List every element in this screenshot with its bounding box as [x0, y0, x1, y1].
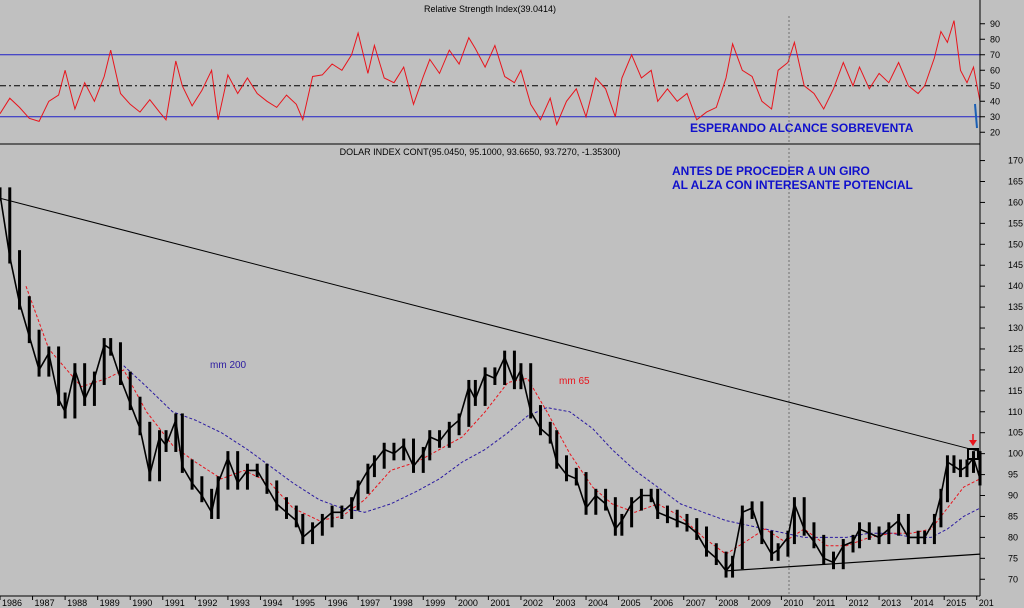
- price-tick-label: 115: [1008, 386, 1022, 396]
- x-tick-label: 2008: [718, 598, 738, 608]
- x-tick-label: 2003: [555, 598, 575, 608]
- price-tick-label: 85: [1008, 511, 1018, 521]
- x-tick-label: 1987: [35, 598, 55, 608]
- rsi-tick-label: 30: [990, 112, 1000, 122]
- x-tick-label: 1992: [197, 598, 217, 608]
- rsi-tick-label: 90: [990, 19, 1000, 29]
- price-annotation-line2: AL ALZA CON INTERESANTE POTENCIAL: [672, 178, 913, 192]
- price-tick-label: 125: [1008, 344, 1023, 354]
- rsi-tick-label: 60: [990, 65, 1000, 75]
- price-tick-label: 150: [1008, 239, 1023, 249]
- x-tick-label: 1993: [230, 598, 250, 608]
- x-tick-label: 1989: [100, 598, 120, 608]
- rsi-axis: 20 30 40 50 60 70 80 90: [980, 19, 1000, 137]
- x-tick-label: 2006: [653, 598, 673, 608]
- x-tick-label: 1997: [360, 598, 380, 608]
- x-tick-label: 1994: [262, 598, 282, 608]
- price-tick-label: 165: [1008, 176, 1023, 186]
- rsi-arrow-icon: [974, 103, 978, 129]
- x-tick-label: 2010: [783, 598, 803, 608]
- x-tick-label: 1990: [132, 598, 152, 608]
- rsi-title: Relative Strength Index(39.0414): [424, 4, 556, 14]
- price-tick-label: 95: [1008, 470, 1018, 480]
- rsi-annotation: ESPERANDO ALCANCE SOBREVENTA: [690, 121, 914, 135]
- x-tick-label: 1995: [295, 598, 315, 608]
- arrow-down-icon: [969, 434, 977, 446]
- x-tick-label: 2002: [523, 598, 543, 608]
- price-close-line: [0, 193, 981, 573]
- price-title: DOLAR INDEX CONT(95.0450, 95.1000, 93.66…: [340, 147, 621, 157]
- price-axis: 70 75 80 85 90 95 100 105 110 115 120 125 130 135 140 1…: [980, 156, 1023, 584]
- x-tick-label: 2005: [621, 598, 641, 608]
- ma65-label: mm 65: [559, 376, 590, 387]
- price-tick-label: 75: [1008, 553, 1018, 563]
- price-tick-label: 145: [1008, 260, 1023, 270]
- x-tick-label: 201: [979, 598, 994, 608]
- trendline-upper: [0, 197, 981, 453]
- rsi-tick-label: 80: [990, 34, 1000, 44]
- x-tick-label: 2011: [816, 598, 835, 608]
- price-tick-label: 155: [1008, 218, 1023, 228]
- price-tick-label: 120: [1008, 365, 1023, 375]
- x-tick-label: 2007: [686, 598, 706, 608]
- x-tick-label: 1988: [67, 598, 87, 608]
- price-tick-label: 135: [1008, 302, 1023, 312]
- target-box-icon: [967, 448, 979, 460]
- x-tick-label: 2014: [914, 598, 934, 608]
- x-tick-label: 2001: [490, 598, 510, 608]
- x-tick-label: 2009: [751, 598, 771, 608]
- x-tick-label: 2012: [849, 598, 869, 608]
- x-tick-label: 1986: [2, 598, 22, 608]
- rsi-tick-label: 50: [990, 81, 1000, 91]
- price-tick-label: 160: [1008, 197, 1023, 207]
- x-tick-label: 1991: [165, 598, 185, 608]
- x-tick-label: 2013: [881, 598, 901, 608]
- price-tick-label: 130: [1008, 323, 1023, 333]
- price-tick-label: 90: [1008, 491, 1018, 501]
- trendline-lower: [726, 553, 981, 572]
- rsi-tick-label: 70: [990, 50, 1000, 60]
- x-tick-label: 2004: [588, 598, 608, 608]
- x-tick-label: 2000: [458, 598, 478, 608]
- price-tick-label: 170: [1008, 156, 1023, 166]
- price-annotation-line1: ANTES DE PROCEDER A UN GIRO: [672, 164, 870, 178]
- price-tick-label: 140: [1008, 281, 1023, 291]
- ma200-line: [123, 365, 981, 538]
- price-tick-label: 100: [1008, 449, 1023, 459]
- x-tick-label: 1999: [425, 598, 445, 608]
- x-tick-label: 2015: [946, 598, 966, 608]
- ma200-label: mm 200: [210, 360, 247, 371]
- price-panel: DOLAR INDEX CONT(95.0450, 95.1000, 93.66…: [0, 147, 1023, 608]
- rsi-tick-label: 40: [990, 96, 1000, 106]
- rsi-line: [0, 20, 981, 127]
- price-tick-label: 80: [1008, 532, 1018, 542]
- x-tick-label: 1996: [328, 598, 348, 608]
- x-axis: 1986 1987 1988 1989 1990 1991 1992 1993 1994 1995…: [0, 595, 994, 608]
- price-bars: [0, 187, 982, 578]
- x-tick-label: 1998: [393, 598, 413, 608]
- price-tick-label: 70: [1008, 574, 1018, 584]
- price-tick-label: 110: [1008, 407, 1022, 417]
- price-tick-label: 105: [1008, 428, 1023, 438]
- rsi-tick-label: 20: [990, 127, 1000, 137]
- rsi-panel: Relative Strength Index(39.0414) 20 30 40 5…: [0, 4, 1000, 144]
